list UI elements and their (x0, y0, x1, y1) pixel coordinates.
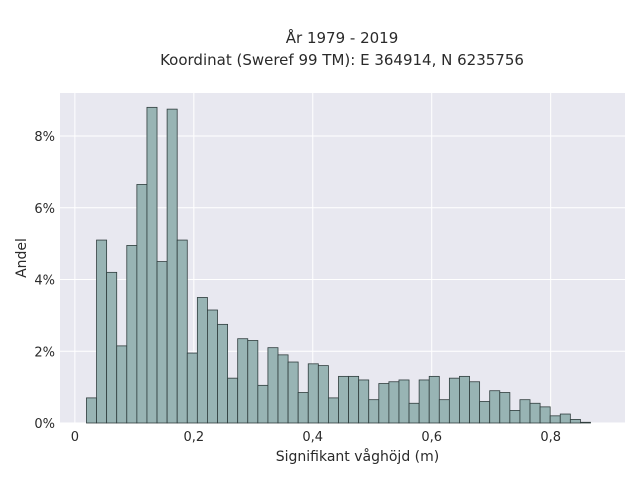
histogram-bar (428, 375, 440, 424)
histogram-bar (388, 381, 400, 424)
histogram-bar (469, 381, 481, 424)
histogram-bar (126, 245, 138, 424)
histogram-bar (529, 402, 541, 424)
histogram-bar (297, 392, 309, 424)
chart-subtitle: Koordinat (Sweref 99 TM): E 364914, N 62… (160, 51, 524, 69)
histogram-bar (448, 377, 460, 424)
histogram-bar (328, 397, 339, 424)
x-tick-label: 0,2 (183, 430, 204, 445)
histogram-bar (217, 323, 228, 424)
histogram-bar (509, 410, 521, 424)
histogram-bar (156, 261, 168, 424)
histogram-bar (186, 352, 198, 424)
y-tick-label: 4% (34, 274, 55, 289)
histogram-bar (176, 239, 188, 424)
histogram-bar (227, 377, 239, 424)
histogram-bar (459, 375, 470, 424)
histogram-bar (418, 379, 430, 424)
histogram-bar (136, 184, 148, 424)
histogram-bar (207, 309, 218, 424)
x-tick-label: 0,8 (540, 430, 561, 445)
histogram-bar (438, 399, 450, 424)
histogram-bar (348, 375, 360, 424)
histogram-bar (378, 383, 390, 424)
y-tick-label: 6% (34, 202, 55, 217)
histogram-bar (338, 375, 349, 424)
histogram-bar (96, 239, 108, 424)
histogram-bar (116, 345, 128, 424)
histogram-bar (146, 106, 158, 424)
histogram-bar (166, 108, 178, 424)
histogram-bar (559, 413, 571, 424)
histogram-bar (539, 406, 551, 424)
x-tick-label: 0,4 (302, 430, 323, 445)
histogram-bar (307, 363, 319, 424)
histogram-bar (580, 421, 591, 424)
x-tick-label: 0 (71, 430, 79, 445)
histogram-bar (549, 415, 561, 424)
histogram-bar (368, 399, 380, 424)
chart-title: År 1979 - 2019 (285, 29, 399, 47)
histogram-bar (86, 397, 97, 424)
histogram-bar (277, 354, 289, 424)
histogram-bar (499, 392, 511, 424)
y-axis-label: Andel (14, 238, 30, 278)
histogram-bar (267, 347, 279, 424)
histogram-bar (479, 401, 491, 424)
histogram-bar (317, 365, 329, 424)
histogram-bar (398, 379, 410, 424)
histogram-bar (408, 402, 420, 424)
histogram-bar (106, 271, 118, 424)
histogram-bar (519, 399, 531, 424)
y-tick-label: 8% (34, 130, 55, 145)
histogram-bar (257, 384, 269, 424)
y-tick-label: 0% (34, 417, 55, 432)
x-tick-label: 0,6 (421, 430, 442, 445)
histogram-bar (196, 297, 208, 424)
histogram-bar (247, 340, 259, 424)
histogram-bar (237, 338, 249, 424)
y-tick-label: 2% (34, 345, 55, 360)
histogram-bar (287, 361, 299, 424)
histogram-bar (358, 379, 370, 424)
histogram-bar (489, 390, 501, 424)
histogram-bar (569, 419, 581, 424)
x-axis-label: Signifikant våghöjd (m) (276, 448, 439, 465)
